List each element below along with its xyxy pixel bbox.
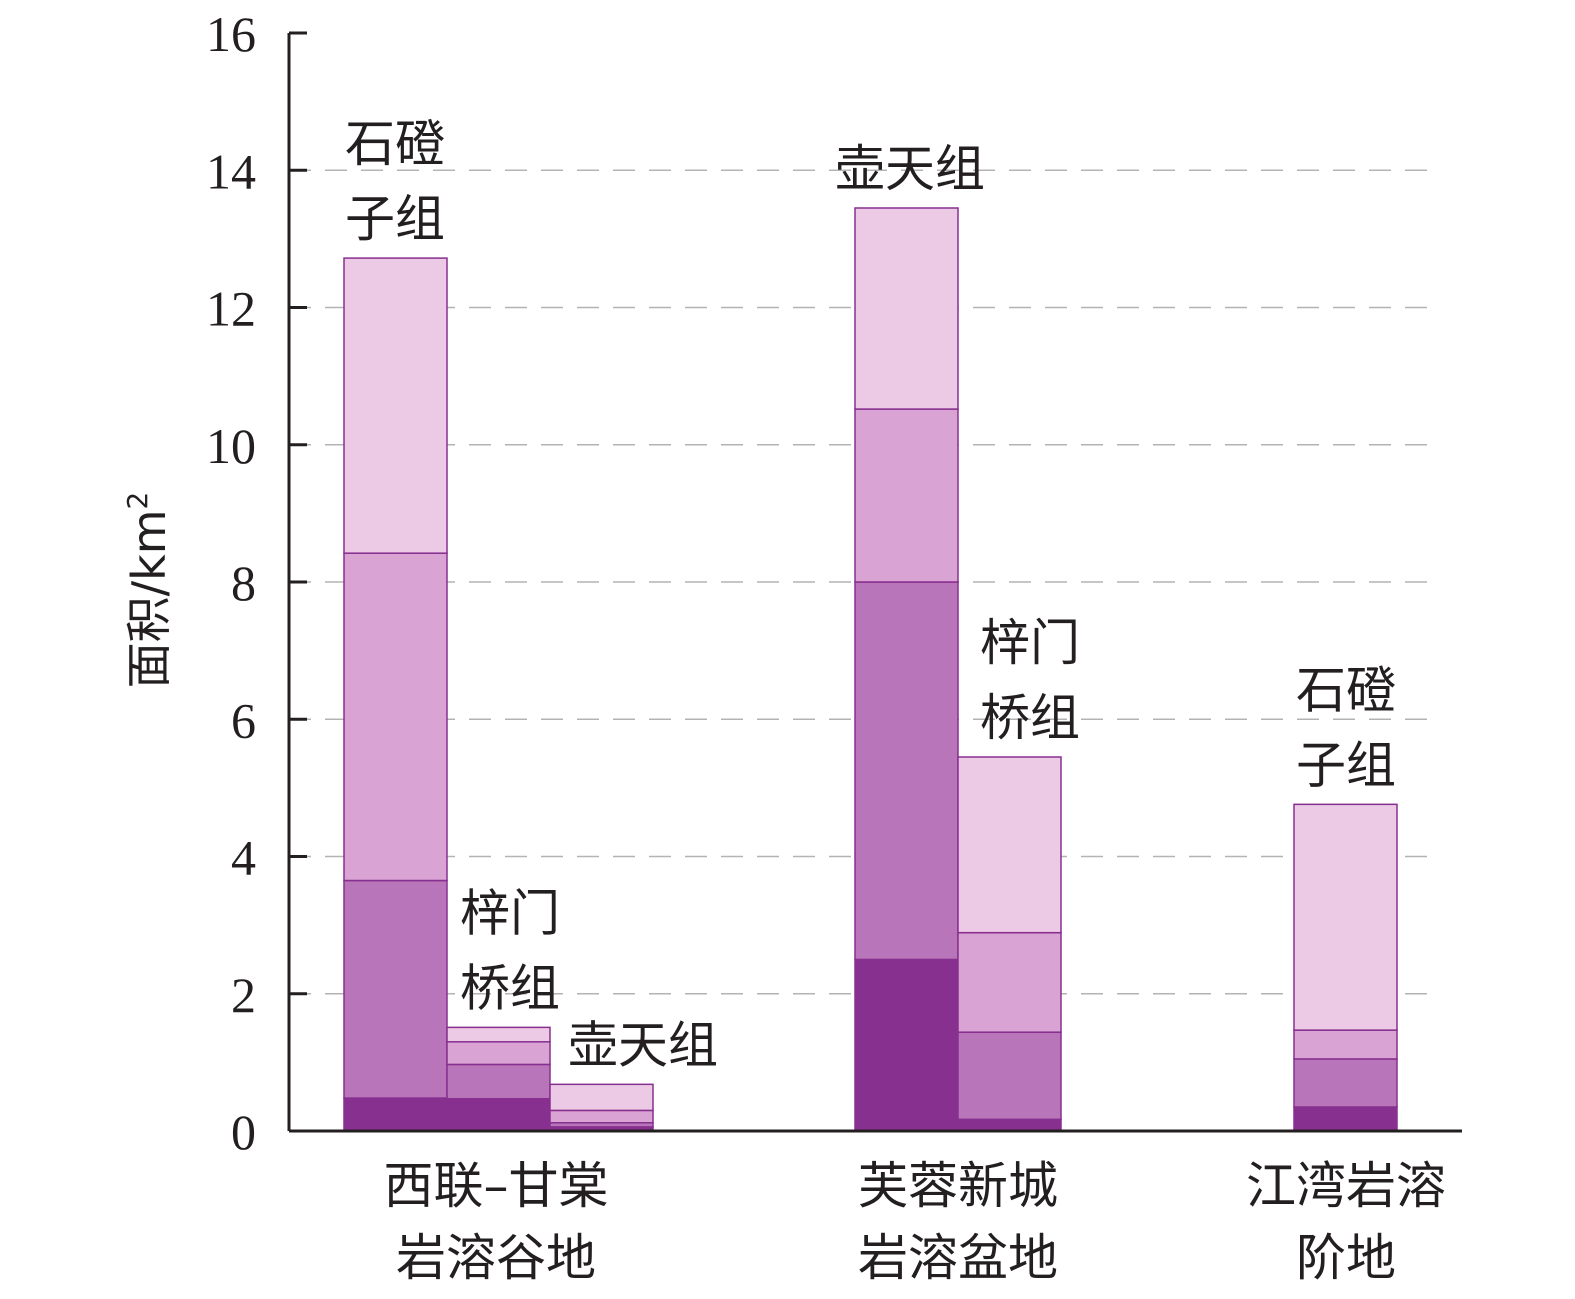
category-label-line: 岩溶谷地 bbox=[396, 1229, 596, 1287]
category-label: 芙蓉新城岩溶盆地 bbox=[858, 1157, 1058, 1287]
bar-label-line: 壶天组 bbox=[835, 140, 985, 198]
bar-segment bbox=[957, 1118, 1062, 1132]
bar-segment bbox=[446, 1041, 551, 1066]
y-axis-title-superscript: 2 bbox=[121, 492, 154, 510]
y-ticks: 0 2 4 6 8 10 12 14 16 bbox=[206, 6, 307, 1160]
y-tick-label: 6 bbox=[231, 692, 256, 748]
y-axis-title-text: 面积/km bbox=[122, 509, 176, 688]
bar-label-line: 壶天组 bbox=[568, 1016, 718, 1074]
bar-label: 梓门桥组 bbox=[980, 614, 1080, 747]
bar-segment bbox=[1293, 1106, 1398, 1132]
bar-segment bbox=[343, 552, 448, 882]
bar-segment bbox=[446, 1097, 551, 1132]
bar-segment bbox=[957, 1031, 1062, 1121]
y-tick-label: 4 bbox=[231, 830, 256, 886]
y-axis-title: 面积/km2 bbox=[121, 492, 176, 689]
category-label-line: 西联–甘棠 bbox=[384, 1157, 609, 1215]
category-label-line: 芙蓉新城 bbox=[858, 1157, 1058, 1215]
bar-label-line: 子组 bbox=[1296, 736, 1396, 794]
category-label-line: 江湾岩溶 bbox=[1246, 1157, 1446, 1215]
y-tick-label: 12 bbox=[206, 281, 256, 337]
bar-segment bbox=[854, 581, 959, 961]
bar-label-line: 梓门 bbox=[980, 614, 1080, 672]
y-tick-label: 2 bbox=[231, 967, 256, 1023]
bar-segment bbox=[854, 207, 959, 410]
bar-segment bbox=[446, 1063, 551, 1100]
bar-label-line: 子组 bbox=[345, 190, 445, 248]
bar-segment bbox=[854, 958, 959, 1132]
bar-segment bbox=[549, 1109, 654, 1124]
bar-segment bbox=[1293, 1029, 1398, 1060]
bar-segment bbox=[957, 931, 1062, 1033]
y-tick-label: 8 bbox=[231, 555, 256, 611]
bar-label-line: 梓门 bbox=[460, 884, 560, 942]
bar-label: 石磴子组 bbox=[345, 115, 445, 248]
bar-label-line: 桥组 bbox=[980, 689, 1080, 747]
bars bbox=[343, 207, 1398, 1132]
bar-segment bbox=[1293, 803, 1398, 1031]
y-tick-label: 14 bbox=[206, 143, 256, 199]
bar-segment bbox=[343, 1097, 448, 1132]
bar-segment bbox=[1293, 1058, 1398, 1108]
bar-label-line: 桥组 bbox=[460, 959, 560, 1017]
bar-segment bbox=[446, 1026, 551, 1043]
bar-segment bbox=[343, 257, 448, 554]
category-label-line: 岩溶盆地 bbox=[858, 1229, 1058, 1287]
category-label: 江湾岩溶阶地 bbox=[1246, 1157, 1446, 1287]
bar-segment bbox=[549, 1083, 654, 1112]
grid-lines bbox=[289, 169, 1440, 995]
category-labels: 西联–甘棠岩溶谷地 芙蓉新城岩溶盆地 江湾岩溶阶地 bbox=[384, 1157, 1447, 1287]
category-label: 西联–甘棠岩溶谷地 bbox=[384, 1157, 609, 1287]
bar-label: 石磴子组 bbox=[1296, 661, 1396, 794]
bar-label: 壶天组 bbox=[568, 1016, 718, 1074]
bar-label: 梓门桥组 bbox=[460, 884, 560, 1017]
bar-segment bbox=[854, 408, 959, 583]
bar-label-line: 石磴 bbox=[1296, 661, 1396, 719]
bar-label-line: 石磴 bbox=[345, 115, 445, 173]
bar-label: 壶天组 bbox=[835, 140, 985, 198]
bar-segment bbox=[343, 879, 448, 1099]
y-tick-label: 16 bbox=[206, 6, 256, 62]
y-tick-label: 10 bbox=[206, 418, 256, 474]
category-label-line: 阶地 bbox=[1296, 1229, 1396, 1287]
y-tick-label: 0 bbox=[231, 1104, 256, 1160]
bar-segment bbox=[957, 756, 1062, 934]
